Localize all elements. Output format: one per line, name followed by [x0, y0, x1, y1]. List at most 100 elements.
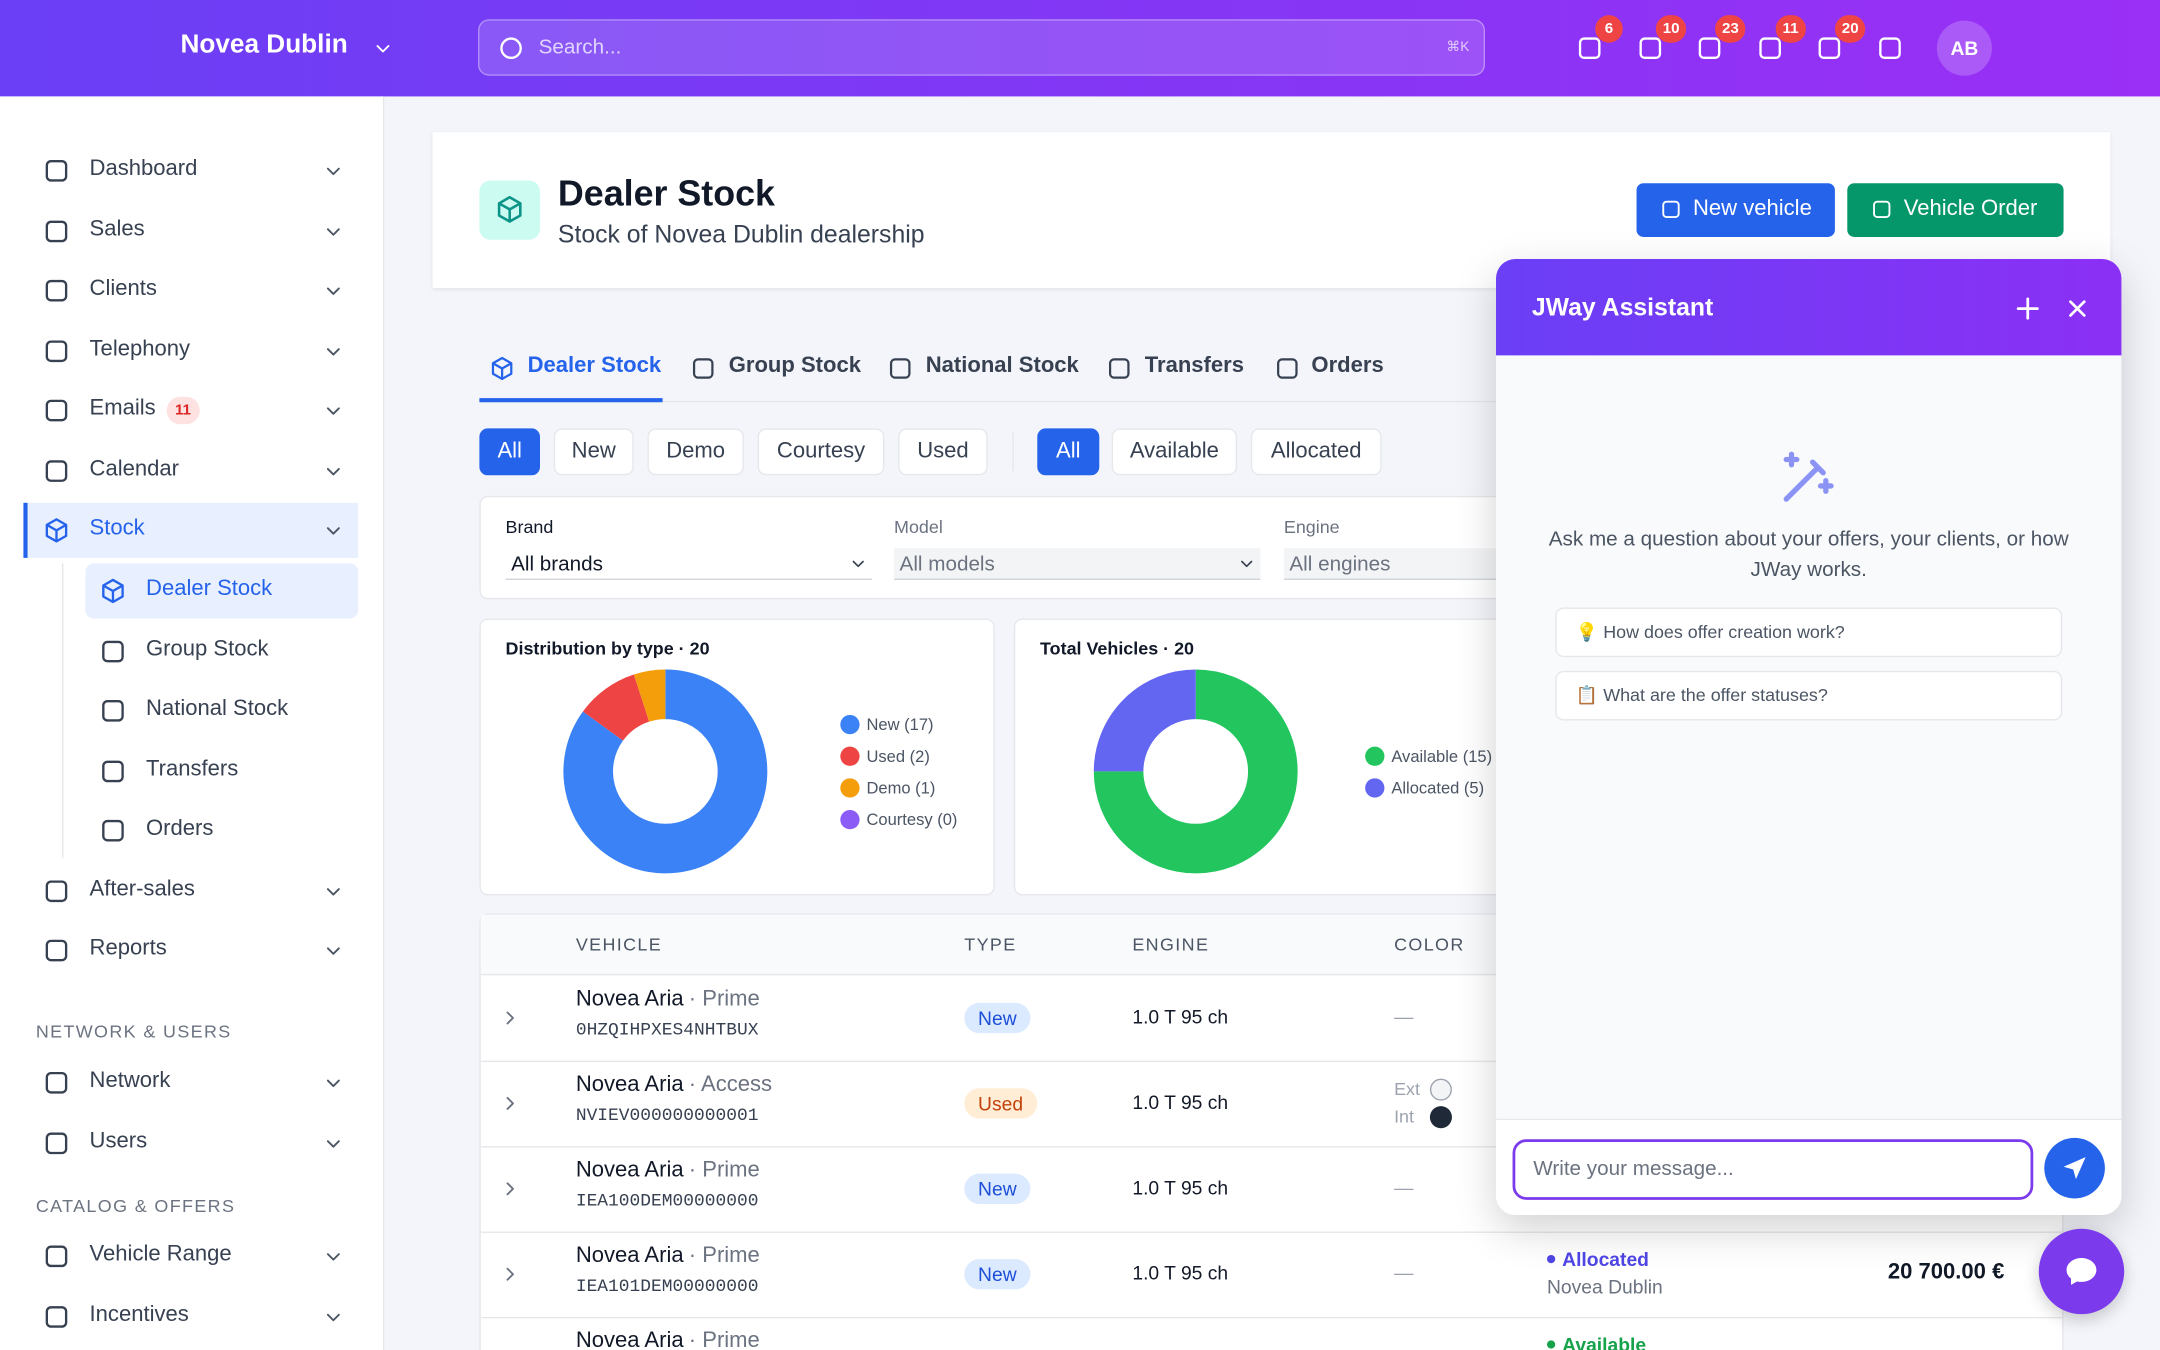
icon [102, 819, 124, 842]
top-bar [0, 0, 2160, 97]
chevron [326, 888, 340, 896]
assistant-header [1496, 258, 2122, 356]
chevron [1241, 560, 1253, 568]
nav-item[interactable]: Telephony [89, 337, 191, 361]
icon [326, 888, 340, 896]
filter-pill[interactable]: New [553, 428, 634, 476]
row-divider [480, 1060, 2063, 1063]
cube [45, 518, 68, 543]
icon [326, 167, 340, 176]
filter-pill[interactable]: Courtesy [757, 428, 885, 476]
nav-item[interactable]: Dealer Stock [146, 577, 273, 601]
glyph [1639, 37, 1662, 60]
nav-item[interactable]: Incentives [89, 1303, 189, 1327]
vin: NVIEV000000000001 [575, 1104, 759, 1126]
icon [45, 160, 68, 182]
glyph [102, 640, 124, 663]
nav-item[interactable]: Calendar [89, 457, 179, 481]
legend-label: Demo (1) [866, 778, 936, 798]
nav-item[interactable]: Group Stock [146, 637, 269, 662]
filter-pill[interactable]: Available [1111, 428, 1238, 476]
filter-pill[interactable]: Used [898, 428, 988, 476]
filter-pill[interactable]: All [479, 428, 540, 476]
tab[interactable]: Dealer Stock [527, 354, 662, 378]
nav-item[interactable]: Sales [89, 217, 145, 242]
filter-pill[interactable]: Demo [647, 428, 744, 476]
avatar[interactable]: AB [1936, 20, 1992, 76]
icon [326, 348, 340, 356]
tab[interactable]: Group Stock [728, 354, 861, 378]
nav-item[interactable]: Clients [89, 276, 157, 301]
input-placeholder: Write your message... [1533, 1157, 1734, 1181]
chevron [326, 527, 340, 535]
icon [1759, 37, 1781, 60]
icon [102, 640, 124, 663]
vin: IEA101DEM00000000 [575, 1275, 759, 1297]
action-button[interactable] [1636, 183, 1835, 237]
glyph [45, 340, 68, 363]
legend-dot [840, 746, 860, 766]
nav-item[interactable]: Emails [89, 396, 156, 421]
circle [500, 37, 522, 60]
chevron [326, 287, 340, 295]
chevron [326, 407, 340, 415]
nav-badge: 11 [166, 396, 200, 425]
vehicle-trim: · Prime [688, 987, 760, 1012]
nav-item[interactable]: Orders [146, 816, 214, 841]
dealer-name[interactable]: Novea Dublin [180, 30, 348, 60]
icon [889, 357, 910, 379]
icon [45, 880, 68, 903]
icon [326, 1140, 340, 1148]
location: Novea Dublin [1546, 1275, 1663, 1298]
header-actions [2016, 297, 2086, 320]
chevron [326, 947, 340, 955]
glyph [1873, 200, 1891, 219]
select[interactable] [505, 548, 872, 580]
icon [45, 1306, 68, 1328]
tab[interactable]: Transfers [1144, 354, 1244, 378]
filter-pill[interactable]: All [1037, 428, 1100, 476]
action-button[interactable] [1847, 183, 2064, 237]
vehicle-name: Novea Aria [575, 1243, 684, 1268]
notification-badge: 23 [1715, 15, 1746, 43]
glyph [1108, 357, 1129, 379]
icon [45, 220, 68, 243]
nav-item[interactable]: Vehicle Range [89, 1242, 232, 1266]
nav-item[interactable]: Dashboard [89, 157, 198, 181]
color-label: Int [1394, 1106, 1415, 1127]
type-badge: New [964, 1002, 1031, 1034]
close-icon [2069, 300, 2086, 317]
price: 20 700.00 € [1887, 1260, 2005, 1284]
chart-title: Total Vehicles · 20 [1040, 637, 1195, 659]
chart-title: Distribution by type · 20 [505, 637, 710, 659]
chevron [326, 348, 340, 356]
suggestion[interactable]: 📋 What are the offer statuses? [1555, 670, 2063, 721]
nav-item[interactable]: Reports [89, 936, 167, 961]
chat-icon [2066, 1258, 2097, 1285]
select[interactable] [894, 548, 1261, 580]
button-label[interactable]: Vehicle Order [1903, 196, 2038, 221]
sidebar [0, 96, 385, 1350]
legend-label: Courtesy (0) [866, 809, 958, 830]
tab[interactable]: National Stock [925, 354, 1079, 378]
filter-pill[interactable]: Allocated [1250, 428, 1382, 476]
button-label[interactable]: New vehicle [1693, 196, 1812, 221]
nav-item[interactable]: Network [89, 1068, 171, 1093]
search-box[interactable] [478, 19, 1485, 76]
nav-item[interactable]: Stock [89, 516, 145, 540]
icon [45, 460, 68, 482]
nav-item[interactable]: After-sales [89, 877, 195, 901]
tab[interactable]: Orders [1311, 354, 1384, 378]
nav-item[interactable]: Users [89, 1129, 148, 1154]
glyph [45, 939, 68, 962]
tab-underline [479, 398, 663, 403]
glyph [1662, 200, 1680, 219]
type-badge: Used [964, 1088, 1037, 1119]
status-dot [1546, 1254, 1556, 1264]
message-input[interactable] [1512, 1139, 2034, 1200]
nav-item[interactable]: Transfers [146, 757, 239, 782]
suggestion[interactable]: 💡 How does offer creation work? [1555, 607, 2063, 658]
icon [491, 356, 512, 380]
nav-item[interactable]: National Stock [146, 697, 289, 721]
chevron [506, 1267, 514, 1281]
